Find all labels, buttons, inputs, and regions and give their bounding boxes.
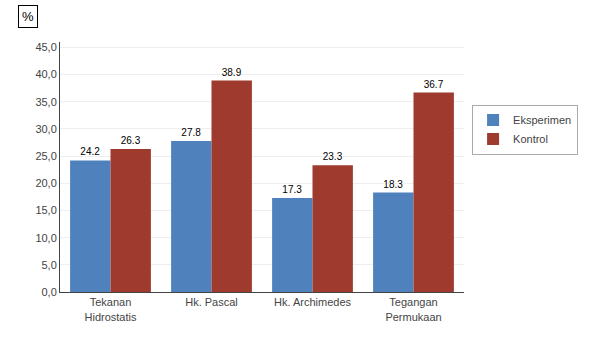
svg-text:35,0: 35,0: [35, 96, 56, 108]
svg-text:17.3: 17.3: [282, 184, 302, 195]
svg-text:27.8: 27.8: [181, 127, 201, 138]
svg-text:45,0: 45,0: [35, 41, 56, 53]
svg-text:0,0: 0,0: [42, 286, 57, 298]
svg-text:TekananHidrostatis: TekananHidrostatis: [85, 296, 137, 322]
svg-text:25,0: 25,0: [35, 150, 56, 162]
svg-text:20,0: 20,0: [35, 177, 56, 189]
svg-text:10,0: 10,0: [35, 232, 56, 244]
svg-text:Kontrol: Kontrol: [513, 133, 548, 145]
svg-text:38.9: 38.9: [222, 67, 242, 78]
svg-text:18.3: 18.3: [383, 179, 403, 190]
svg-text:15,0: 15,0: [35, 204, 56, 216]
svg-text:40,0: 40,0: [35, 68, 56, 80]
svg-text:23.3: 23.3: [323, 151, 343, 162]
svg-text:Hk. Archimedes: Hk. Archimedes: [274, 296, 352, 308]
svg-text:Eksperimen: Eksperimen: [513, 114, 571, 126]
svg-text:TeganganPermukaan: TeganganPermukaan: [385, 296, 441, 322]
svg-text:36.7: 36.7: [424, 79, 444, 90]
svg-text:26.3: 26.3: [121, 135, 141, 146]
svg-text:5,0: 5,0: [42, 259, 57, 271]
svg-text:24.2: 24.2: [80, 146, 100, 157]
svg-text:Hk. Pascal: Hk. Pascal: [185, 296, 238, 308]
svg-text:30,0: 30,0: [35, 123, 56, 135]
svg-text:%: %: [22, 9, 34, 24]
